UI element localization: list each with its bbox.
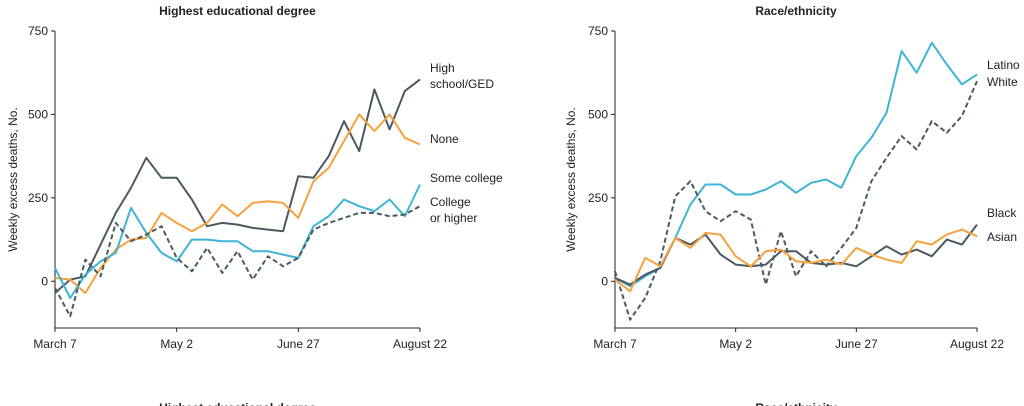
chart-title: Highest educational degree bbox=[159, 4, 316, 18]
y-tick-label: 500 bbox=[28, 107, 48, 121]
y-tick-label: 750 bbox=[588, 24, 608, 38]
x-tick-label: August 22 bbox=[950, 337, 1004, 351]
series-line bbox=[54, 113, 421, 294]
y-axis-label: Weekly excess deaths, No. bbox=[564, 107, 578, 252]
y-tick-label: 250 bbox=[28, 191, 48, 205]
cropped-title: Race/ethnicity bbox=[755, 401, 837, 406]
legend-label: White bbox=[987, 75, 1018, 89]
y-tick-label: 750 bbox=[28, 24, 48, 38]
y-axis-label: Weekly excess deaths, No. bbox=[6, 107, 20, 252]
x-tick-label: August 22 bbox=[393, 337, 447, 351]
x-tick-label: March 7 bbox=[33, 337, 77, 351]
x-tick-label: March 7 bbox=[593, 337, 637, 351]
y-tick-label: 500 bbox=[588, 107, 608, 121]
series-line bbox=[614, 80, 978, 321]
series-line bbox=[614, 228, 978, 293]
y-tick-label: 250 bbox=[588, 191, 608, 205]
x-tick-label: June 27 bbox=[277, 337, 320, 351]
series-line bbox=[54, 205, 421, 318]
legend-label: Latino bbox=[987, 58, 1020, 72]
legend-label: Some college bbox=[430, 171, 503, 185]
cropped-title: Highest educational degree bbox=[159, 401, 316, 406]
series-line bbox=[614, 223, 978, 286]
y-tick-label: 0 bbox=[601, 274, 608, 288]
series-line bbox=[54, 184, 421, 299]
x-tick-label: June 27 bbox=[835, 337, 878, 351]
series-line bbox=[54, 78, 421, 294]
x-tick-label: May 2 bbox=[719, 337, 752, 351]
legend-label: None bbox=[430, 132, 459, 146]
chart-title: Race/ethnicity bbox=[755, 4, 837, 18]
x-tick-label: May 2 bbox=[160, 337, 193, 351]
legend-label: High school/GED bbox=[430, 61, 494, 91]
legend-label: Asian bbox=[987, 230, 1017, 244]
y-tick-label: 0 bbox=[41, 274, 48, 288]
legend-label: College or higher bbox=[430, 195, 477, 225]
legend-label: Black bbox=[987, 206, 1017, 220]
